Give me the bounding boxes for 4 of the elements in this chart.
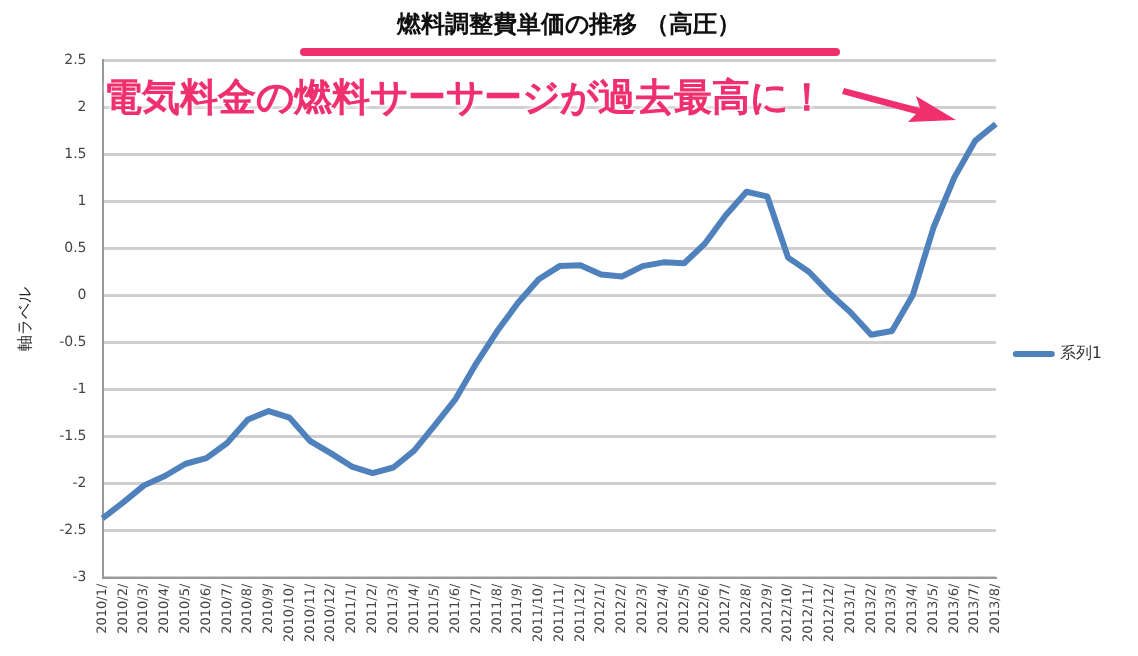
- annotation: 電気料金の燃料サーサージが過去最高に！: [104, 74, 826, 124]
- chart-title: 燃料調整費単価の推移 （高圧）: [394, 8, 744, 42]
- legend-label: 系列1: [1059, 344, 1103, 363]
- y-axis-title: 軸ラベル: [15, 286, 34, 351]
